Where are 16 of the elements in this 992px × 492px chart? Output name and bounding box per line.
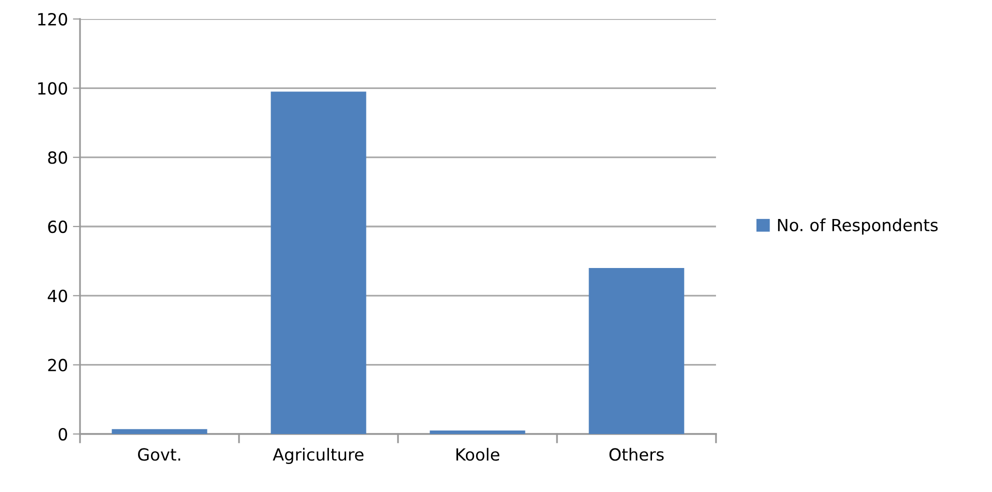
y-tick-label: 80	[48, 151, 68, 164]
bar	[588, 268, 684, 434]
x-tick-label: Others	[609, 448, 664, 461]
x-tick-label: Koole	[456, 448, 500, 461]
y-tick-label: 20	[48, 358, 68, 372]
y-tick-label: 0	[58, 428, 68, 441]
legend-label: No. of Respondents	[778, 218, 938, 235]
bar	[430, 430, 526, 434]
y-tick-label: 100	[38, 82, 68, 95]
bar	[270, 92, 366, 434]
y-tick-label: 120	[38, 12, 68, 26]
x-tick-label: Govt.	[138, 448, 180, 461]
y-tick-label: 60	[48, 220, 68, 234]
bar	[112, 429, 208, 434]
x-tick-label: Agriculture	[272, 448, 364, 464]
y-tick-label: 40	[48, 290, 68, 302]
